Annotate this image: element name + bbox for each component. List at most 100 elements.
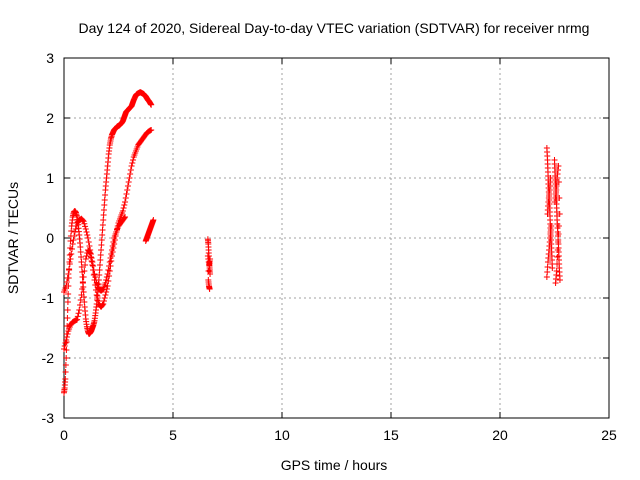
data-point — [127, 171, 134, 177]
data-point — [127, 167, 134, 173]
data-point — [78, 292, 85, 298]
data-point — [106, 263, 113, 269]
data-point — [123, 191, 130, 197]
x-tick-label: 10 — [274, 427, 290, 443]
data-point — [109, 243, 116, 249]
data-point — [110, 239, 117, 245]
data-point — [128, 163, 135, 169]
data-point — [74, 316, 81, 323]
data-point — [126, 175, 133, 181]
data-point — [121, 202, 128, 208]
data-point — [79, 217, 86, 224]
data-point — [72, 226, 79, 232]
data-point — [94, 295, 101, 301]
y-tick-label: -2 — [42, 350, 55, 366]
data-point — [63, 283, 70, 289]
data-point — [124, 187, 131, 193]
data-point — [554, 254, 561, 260]
x-tick-label: 15 — [383, 427, 399, 443]
data-point — [85, 239, 92, 245]
data-point — [75, 310, 82, 317]
data-point — [122, 199, 129, 205]
data-point — [125, 179, 132, 185]
data-point — [64, 299, 71, 305]
data-point — [61, 343, 68, 349]
data-point — [555, 239, 562, 245]
data-point — [103, 277, 110, 283]
data-point — [105, 267, 112, 273]
data-point — [119, 208, 126, 214]
data-point — [82, 256, 89, 262]
data-point — [206, 286, 213, 292]
y-tick-label: 3 — [46, 50, 54, 66]
data-point — [68, 251, 75, 257]
data-point — [62, 362, 69, 368]
data-point — [102, 280, 109, 286]
data-point — [555, 231, 562, 237]
data-point — [107, 255, 114, 261]
data-point — [547, 175, 554, 181]
data-point — [129, 160, 136, 166]
x-tick-label: 5 — [169, 427, 177, 443]
data-point — [70, 237, 77, 243]
data-point — [90, 267, 97, 273]
data-point — [65, 291, 72, 297]
data-point — [76, 302, 83, 308]
data-point — [79, 286, 86, 292]
data-point — [77, 297, 84, 303]
y-tick-label: -3 — [42, 410, 55, 426]
x-tick-label: 0 — [60, 427, 68, 443]
data-point — [555, 163, 562, 169]
data-point — [548, 223, 555, 229]
data-point — [556, 211, 563, 217]
data-point — [120, 205, 127, 211]
data-point — [64, 315, 71, 321]
data-point — [66, 266, 73, 272]
data-point — [66, 261, 73, 267]
data-point — [64, 331, 71, 337]
data-point — [100, 298, 107, 304]
data-point — [108, 247, 115, 253]
y-axis-label: SDTVAR / TECUs — [5, 182, 21, 294]
data-point — [121, 215, 128, 221]
data-point — [91, 271, 98, 277]
data-point — [79, 280, 86, 286]
data-point — [68, 246, 75, 252]
data-point — [69, 241, 76, 247]
data-point — [555, 179, 562, 185]
data-point — [65, 271, 72, 277]
data-point — [205, 268, 212, 274]
data-point — [89, 259, 96, 265]
data-point — [62, 369, 69, 375]
data-point — [556, 195, 563, 201]
data-point — [71, 229, 78, 235]
data-point — [63, 334, 70, 340]
data-point — [80, 218, 87, 225]
data-point — [63, 355, 70, 361]
data-point — [83, 253, 90, 259]
data-point — [100, 301, 107, 307]
data-point — [99, 286, 106, 293]
data-point — [124, 183, 131, 189]
data-point — [67, 256, 74, 262]
data-point — [103, 289, 110, 295]
data-point — [92, 277, 99, 283]
data-point — [63, 337, 70, 343]
data-point — [93, 292, 100, 298]
data-point — [62, 340, 69, 346]
data-point — [554, 247, 561, 253]
data-point — [86, 243, 93, 249]
data-point — [148, 101, 155, 108]
x-tick-label: 20 — [492, 427, 508, 443]
data-point — [92, 274, 99, 280]
data-point — [122, 195, 129, 201]
data-point — [130, 157, 137, 163]
x-axis-label: GPS time / hours — [281, 457, 388, 473]
data-point — [148, 127, 155, 133]
grid — [64, 58, 609, 418]
data-point — [108, 251, 115, 257]
data-point — [66, 252, 73, 258]
data-point — [90, 263, 97, 269]
y-tick-label: -1 — [42, 290, 55, 306]
